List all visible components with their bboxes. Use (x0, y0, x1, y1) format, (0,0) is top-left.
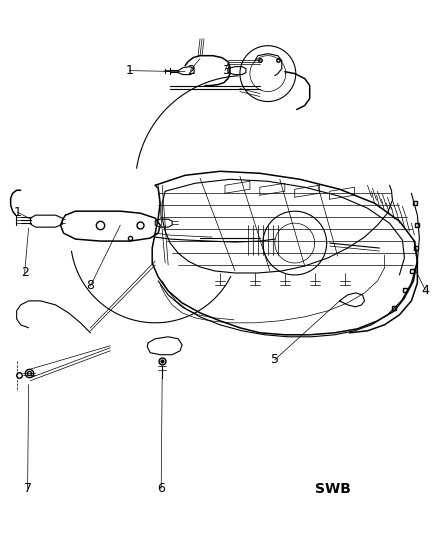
Text: 2: 2 (187, 64, 194, 77)
Text: 7: 7 (24, 482, 32, 495)
Text: 2: 2 (21, 266, 28, 279)
Text: 8: 8 (86, 279, 94, 292)
Text: 4: 4 (421, 284, 429, 297)
Text: SWB: SWB (315, 482, 351, 496)
Text: 3: 3 (222, 64, 230, 77)
Text: 1: 1 (126, 64, 134, 77)
Text: 6: 6 (157, 482, 165, 495)
Text: 1: 1 (13, 206, 21, 219)
Text: 5: 5 (271, 353, 279, 366)
